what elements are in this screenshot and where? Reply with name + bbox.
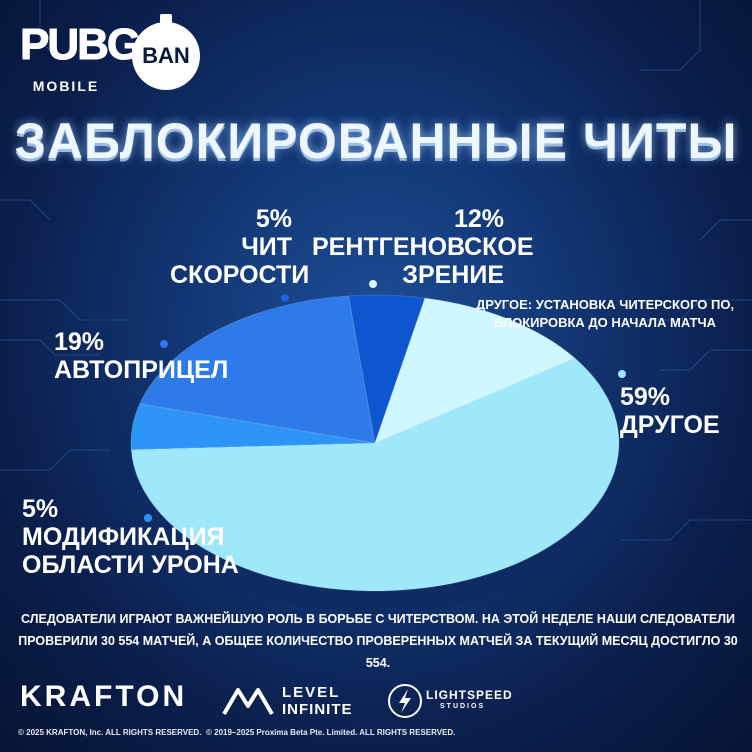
label-other-pct: 59%	[620, 383, 671, 411]
page-title: ЗАБЛОКИРОВАННЫЕ ЧИТЫ	[14, 113, 738, 169]
lightspeed-studios-logo: LIGHTSPEED STUDIOS	[386, 682, 516, 722]
lightspeed-bolt-icon	[388, 684, 422, 718]
description-line2: ПРОВЕРИЛИ 30 554 МАТЧЕЙ, А ОБЩЕЕ КОЛИЧЕС…	[18, 634, 738, 670]
label-aim-pct: 19%	[54, 328, 105, 356]
ban-badge-text: BAN	[142, 43, 190, 68]
ban-badge: BAN	[132, 14, 202, 90]
level-infinite-logo: LEVEL INFINITE	[220, 684, 360, 718]
label-xray-line2: ЗРЕНИЕ	[402, 261, 504, 289]
pie-slice-3	[348, 294, 426, 445]
ban-badge-handle-icon	[160, 14, 172, 24]
label-speed-line2: СКОРОСТИ	[170, 261, 310, 289]
label-dmg: 5% МОДИФИКАЦИЯ ОБЛАСТИ УРОНА	[22, 495, 239, 579]
note-line1: ДРУГОЕ: УСТАНОВКА ЧИТЕРСКОГО ПО,	[475, 297, 735, 312]
other-category-note: ДРУГОЕ: УСТАНОВКА ЧИТЕРСКОГО ПО, БЛОКИРО…	[470, 296, 740, 332]
level-infinite-line1: LEVEL	[282, 684, 341, 701]
label-dot-aim	[160, 340, 168, 348]
investigators-description: СЛЕДОВАТЕЛИ ИГРАЮТ ВАЖНЕЙШУЮ РОЛЬ В БОРЬ…	[10, 608, 746, 674]
pie-slice-0	[130, 357, 620, 592]
krafton-logo: KRAFTON	[20, 680, 188, 713]
label-dmg-pct: 5%	[22, 495, 59, 523]
label-dmg-line1: МОДИФИКАЦИЯ	[22, 523, 225, 551]
label-other-name: ДРУГОЕ	[620, 411, 720, 439]
pie-slice-1	[130, 403, 376, 451]
pie-slices	[130, 294, 620, 592]
label-dot-dmg	[144, 514, 152, 522]
description-line1: СЛЕДОВАТЕЛИ ИГРАЮТ ВАЖНЕЙШУЮ РОЛЬ В БОРЬ…	[21, 612, 735, 626]
lightspeed-line1: LIGHTSPEED	[426, 688, 513, 702]
level-infinite-line2: INFINITE	[282, 701, 353, 718]
level-infinite-icon	[222, 688, 274, 716]
ban-badge-circle	[132, 22, 200, 90]
label-dmg-line2: ОБЛАСТИ УРОНА	[22, 551, 239, 579]
label-other: 59% ДРУГОЕ	[620, 383, 720, 439]
label-dot-other	[618, 370, 626, 378]
copyright-proxima: © 2019–2025 Proxima Beta Pte. Limited. A…	[206, 728, 456, 737]
label-dot-speed	[281, 294, 289, 302]
lightspeed-line2: STUDIOS	[440, 703, 486, 710]
label-speed: 5% ЧИТ СКОРОСТИ	[170, 205, 310, 289]
label-speed-line1: ЧИТ	[241, 233, 292, 261]
copyright-krafton: © 2025 KRAFTON, Inc. ALL RIGHTS RESERVED…	[18, 728, 202, 737]
note-line2: БЛОКИРОВКА ДО НАЧАЛА МАТЧА	[493, 315, 717, 330]
label-aim: 19% АВТОПРИЦЕЛ	[54, 328, 229, 384]
pubg-mobile-subtext: MOBILE	[32, 78, 100, 94]
label-xray-line1: РЕНТГЕНОВСКОЕ	[312, 233, 534, 261]
label-dot-xray	[369, 280, 377, 288]
pie-slice-2	[139, 295, 376, 444]
label-aim-name: АВТОПРИЦЕЛ	[54, 356, 229, 384]
pie-slice-4	[374, 297, 576, 444]
label-xray-pct: 12%	[453, 205, 504, 233]
label-speed-pct: 5%	[255, 205, 292, 233]
label-xray: 12% РЕНТГЕНОВСКОЕ ЗРЕНИЕ	[312, 205, 534, 289]
